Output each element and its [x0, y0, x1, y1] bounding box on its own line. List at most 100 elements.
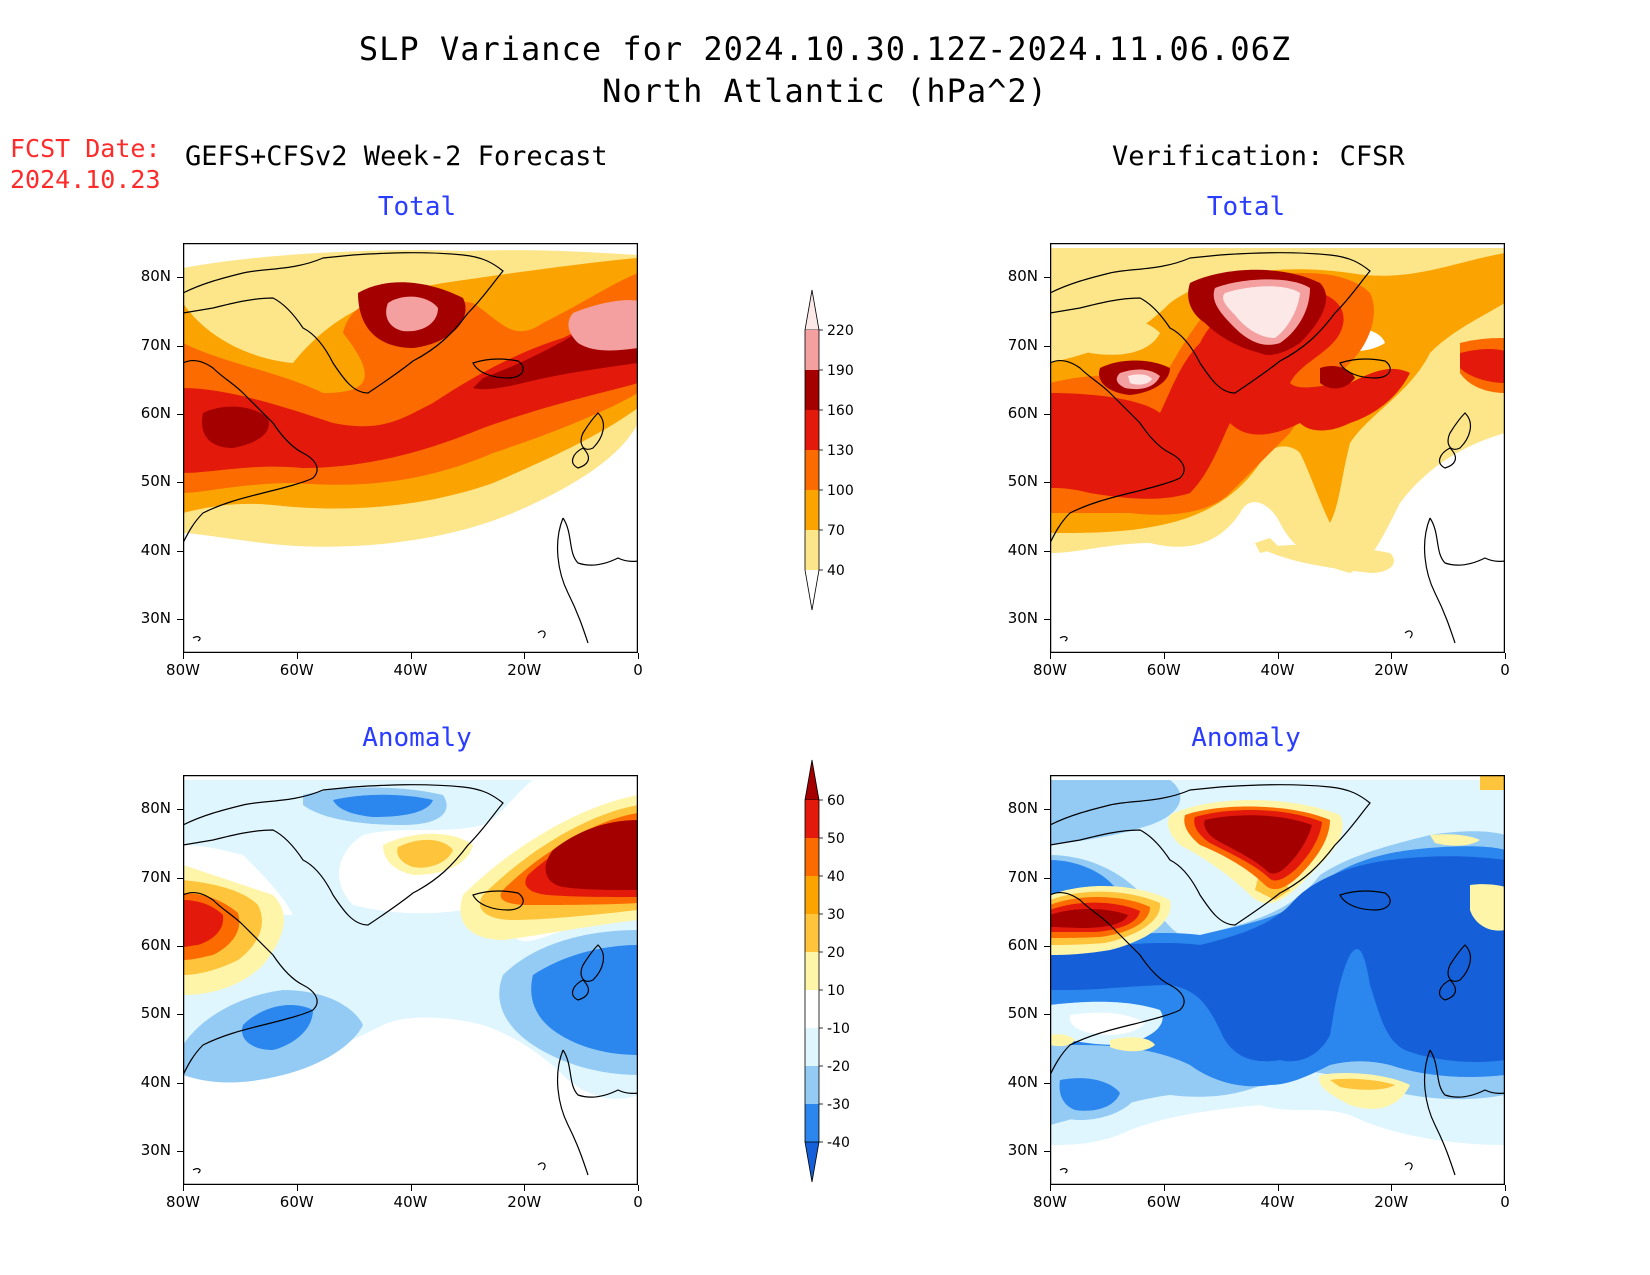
- lat-tick-mark: [177, 945, 183, 947]
- panel-title-forecast-anomaly: Anomaly: [362, 723, 472, 753]
- lat-tick-mark: [1044, 945, 1050, 947]
- map-panel-forecast-anomaly: [183, 775, 638, 1185]
- lon-tick-label: 0: [633, 1193, 643, 1211]
- colorbar-segment: [805, 876, 819, 914]
- colorbar-segment: [805, 330, 819, 370]
- colorbar-label: 20: [827, 945, 845, 961]
- lon-tick-mark: [296, 653, 298, 659]
- lon-tick-label: 80W: [1033, 661, 1067, 679]
- lon-tick-label: 40W: [393, 661, 428, 679]
- lat-tick-mark: [1044, 877, 1050, 879]
- colorbar-segment: [805, 1028, 819, 1066]
- map-panel-verification-anomaly: [1050, 775, 1505, 1185]
- colorbar-anomaly: -40 -30 -20 -10 10 20 30 40 50 60: [800, 755, 900, 1205]
- lat-tick-label: 70N: [140, 867, 171, 886]
- panel-title-verification-anomaly: Anomaly: [1191, 723, 1301, 753]
- colorbar-segment: [805, 1066, 819, 1104]
- lat-tick-label: 30N: [1007, 608, 1038, 627]
- lon-tick-label: 0: [1500, 1193, 1510, 1211]
- lat-tick-mark: [177, 1082, 183, 1084]
- lat-tick-label: 40N: [140, 1072, 171, 1091]
- colorbar-segment: [805, 370, 819, 410]
- lat-tick-mark: [1044, 618, 1050, 620]
- lat-tick-label: 60N: [1007, 403, 1038, 422]
- panel-title-forecast-total: Total: [377, 192, 457, 222]
- map-panel-verification-total: [1050, 243, 1505, 653]
- colorbar-segment: [805, 838, 819, 876]
- colorbar-outline: [804, 800, 820, 1142]
- lat-tick-mark: [1044, 345, 1050, 347]
- lat-tick-label: 50N: [140, 472, 171, 491]
- lon-tick-mark: [1050, 1185, 1051, 1191]
- shaded-field: [1050, 248, 1505, 573]
- lat-tick-mark: [177, 1014, 183, 1016]
- colorbar-segment: [805, 914, 819, 952]
- lon-tick-mark: [524, 1185, 526, 1191]
- lat-tick-mark: [177, 345, 183, 347]
- colorbar-label: -20: [827, 1059, 850, 1075]
- lat-tick-label: 70N: [140, 335, 171, 354]
- lat-tick-label: 80N: [140, 267, 171, 286]
- lat-tick-label: 40N: [1007, 1072, 1038, 1091]
- lat-tick-label: 50N: [1007, 472, 1038, 491]
- lat-tick-label: 30N: [1007, 1140, 1038, 1159]
- colorbar-label: 100: [827, 483, 854, 499]
- colorbar-segment: [804, 1141, 820, 1183]
- colorbar-segment: [804, 759, 820, 801]
- lat-tick-mark: [177, 550, 183, 552]
- colorbar-total: 40 70 100 130 160 190 220: [800, 285, 900, 615]
- lon-tick-label: 60W: [279, 1193, 314, 1211]
- lat-tick-mark: [1044, 550, 1050, 552]
- colorbar-label: 60: [827, 793, 845, 809]
- lon-tick-label: 40W: [393, 1193, 428, 1211]
- colorbar-label: 50: [827, 831, 845, 847]
- lat-tick-label: 30N: [140, 608, 171, 627]
- lat-tick-mark: [177, 277, 183, 279]
- lon-tick-mark: [1391, 653, 1393, 659]
- colorbar-segment: [805, 952, 819, 990]
- fcst-date-label: FCST Date:: [10, 134, 161, 163]
- lat-tick-label: 70N: [1007, 867, 1038, 886]
- lat-tick-mark: [1044, 413, 1050, 415]
- lon-tick-label: 0: [633, 661, 643, 679]
- lon-tick-mark: [410, 653, 412, 659]
- lat-tick-mark: [177, 809, 183, 811]
- colorbar-label: 160: [827, 403, 854, 419]
- lon-tick-label: 20W: [1374, 1193, 1409, 1211]
- lat-tick-mark: [177, 877, 183, 879]
- map-frame: [183, 775, 638, 1185]
- lon-tick-label: 20W: [1374, 661, 1409, 679]
- lon-tick-label: 20W: [507, 661, 542, 679]
- coastlines: [183, 784, 638, 1176]
- lon-tick-label: 20W: [507, 1193, 542, 1211]
- coastlines: [183, 252, 638, 644]
- lon-tick-label: 80W: [166, 661, 200, 679]
- lon-tick-mark: [1277, 653, 1279, 659]
- lon-tick-mark: [638, 653, 639, 659]
- lon-tick-mark: [638, 1185, 639, 1191]
- lat-tick-label: 70N: [1007, 335, 1038, 354]
- lat-tick-mark: [1044, 809, 1050, 811]
- lat-tick-label: 40N: [140, 540, 171, 559]
- colorbar-segment: [805, 490, 819, 530]
- lat-tick-label: 30N: [140, 1140, 171, 1159]
- colorbar-segment: [805, 410, 819, 450]
- colorbar-label: -40: [827, 1135, 850, 1151]
- lon-tick-mark: [296, 1185, 298, 1191]
- colorbar-segment: [805, 990, 819, 1028]
- lon-tick-mark: [1505, 653, 1506, 659]
- colorbar-label: 30: [827, 907, 845, 923]
- lat-tick-mark: [177, 413, 183, 415]
- lat-tick-label: 80N: [140, 799, 171, 818]
- colorbar-label: 130: [827, 443, 854, 459]
- lon-tick-label: 40W: [1260, 661, 1295, 679]
- colorbar-segment: [805, 1104, 819, 1142]
- colorbar-segment: [805, 450, 819, 490]
- lat-tick-mark: [177, 482, 183, 484]
- lon-tick-label: 80W: [1033, 1193, 1067, 1211]
- lon-tick-label: 0: [1500, 661, 1510, 679]
- lat-tick-label: 80N: [1007, 799, 1038, 818]
- coastlines: [1050, 252, 1505, 644]
- colorbar-label: -30: [827, 1097, 850, 1113]
- lon-tick-mark: [183, 1185, 184, 1191]
